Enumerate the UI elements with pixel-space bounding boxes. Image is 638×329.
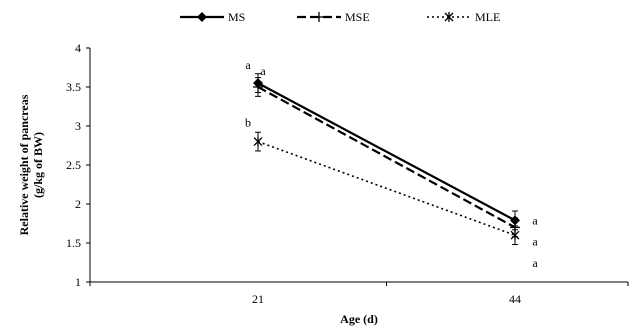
significance-letter: a <box>260 64 266 78</box>
y-tick-label: 3 <box>75 119 81 133</box>
significance-letter: a <box>532 234 538 248</box>
y-axis-title-line: Relative weight of pancreas <box>17 94 31 235</box>
legend-item-ms: MS <box>180 10 245 24</box>
series-mle: ba <box>245 116 538 271</box>
x-axis-title: Age (d) <box>340 312 378 326</box>
y-tick-label: 1.5 <box>66 236 81 250</box>
legend-marker <box>314 12 324 22</box>
legend-label: MLE <box>475 10 500 24</box>
series-line <box>257 86 516 229</box>
series-ms: aa <box>245 58 538 231</box>
legend-item-mse: MSE <box>297 10 370 24</box>
legend-marker <box>197 12 207 22</box>
y-axis-title: Relative weight of pancreas(g/kg of BW) <box>17 94 45 235</box>
legend-label: MSE <box>345 10 370 24</box>
data-point <box>253 136 263 147</box>
x-tick-label: 44 <box>509 292 521 306</box>
series-line <box>257 82 516 222</box>
y-tick-label: 3.5 <box>66 80 81 94</box>
axes: 1 1.5 2 2.5 3 3.5 4 21 44 <box>66 41 629 306</box>
significance-letter: a <box>532 256 538 270</box>
legend-label: MS <box>228 10 245 24</box>
y-tick-label: 2.5 <box>66 158 81 172</box>
significance-letter: a <box>245 58 251 72</box>
x-tick-label: 21 <box>252 292 264 306</box>
legend-marker <box>444 12 454 22</box>
significance-letter: a <box>532 213 538 227</box>
y-tick-label: 2 <box>75 197 81 211</box>
series-line <box>257 140 516 236</box>
y-tick-label: 4 <box>75 41 81 55</box>
y-tick-label: 1 <box>75 275 81 289</box>
y-axis-title-line: (g/kg of BW) <box>31 132 45 198</box>
data-point <box>253 82 263 92</box>
significance-letter: b <box>245 116 251 130</box>
legend-item-mle: MLE <box>427 10 500 24</box>
data-point <box>510 230 520 241</box>
legend: MS MSE MLE <box>180 10 500 24</box>
